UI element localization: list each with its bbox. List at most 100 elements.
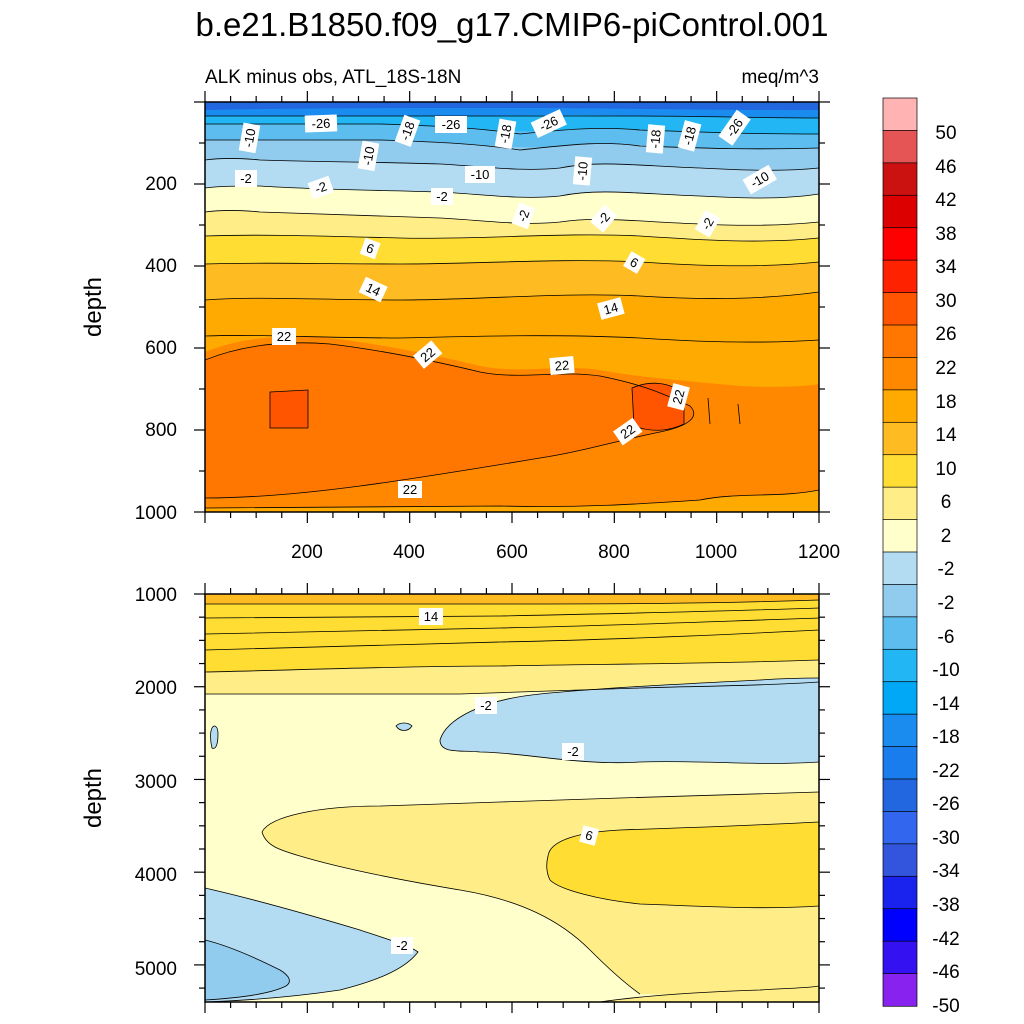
colorbar-label: 46 bbox=[935, 157, 956, 178]
svg-text:-18: -18 bbox=[496, 123, 514, 144]
colorbar-swatch bbox=[882, 746, 918, 780]
contour-label: -2 bbox=[590, 204, 618, 233]
colorbar-label: -10 bbox=[932, 660, 959, 681]
svg-text:-2: -2 bbox=[480, 698, 492, 713]
y-tick-label: 1000 bbox=[135, 585, 177, 606]
colorbar-swatch bbox=[882, 162, 918, 196]
colorbar-label: -42 bbox=[932, 929, 959, 950]
x-tick-label: 400 bbox=[393, 542, 425, 563]
colorbar-label: -22 bbox=[932, 761, 959, 782]
x-tick-label: 1200 bbox=[798, 542, 840, 563]
svg-text:14: 14 bbox=[602, 299, 620, 317]
colorbar-swatch bbox=[882, 292, 918, 326]
contour-label: 14 bbox=[358, 276, 388, 303]
svg-text:14: 14 bbox=[363, 280, 382, 300]
contour-label: 14 bbox=[419, 608, 443, 625]
svg-text:22: 22 bbox=[277, 329, 291, 344]
y-tick-label: 600 bbox=[145, 338, 177, 359]
svg-text:-10: -10 bbox=[240, 127, 258, 148]
colorbar-swatch bbox=[882, 259, 918, 294]
contour-label: -2 bbox=[694, 209, 721, 238]
colorbar-swatch bbox=[882, 357, 918, 391]
colorbar-swatch bbox=[882, 551, 918, 586]
colorbar-label: -34 bbox=[932, 861, 960, 882]
contour-label: -26 bbox=[718, 109, 751, 146]
x-tick-label: 800 bbox=[598, 542, 630, 563]
y-tick-label: 1000 bbox=[135, 503, 177, 524]
upper-y-axis-title: depth bbox=[80, 277, 107, 337]
colorbar-swatch bbox=[882, 194, 918, 229]
svg-text:-26: -26 bbox=[537, 113, 560, 135]
x-tick-label: 200 bbox=[291, 542, 323, 563]
chart-subtitle: ALK minus obs, ATL_18S-18N bbox=[205, 67, 461, 88]
contour-label: -18 bbox=[394, 114, 421, 147]
colorbar-swatch bbox=[882, 519, 918, 553]
colorbar-label: 2 bbox=[941, 526, 952, 547]
svg-text:-2: -2 bbox=[396, 938, 408, 953]
colorbar-swatch bbox=[882, 454, 918, 488]
colorbar-swatch bbox=[882, 97, 918, 132]
contour-label: -10 bbox=[572, 156, 593, 186]
contour-label: 22 bbox=[398, 481, 422, 498]
colorbar-swatch bbox=[882, 681, 918, 715]
lower-panel: 1000 2000 3000 4000 5000 depth 14 -2 -2 … bbox=[80, 583, 830, 1013]
colorbar-swatch bbox=[882, 908, 918, 942]
y-tick-label: 2000 bbox=[135, 678, 177, 699]
svg-text:-26: -26 bbox=[311, 116, 330, 132]
colorbar-label: -18 bbox=[932, 727, 959, 748]
contour-label: -26 bbox=[435, 116, 467, 133]
colorbar-swatch bbox=[882, 648, 918, 683]
y-tick-label: 400 bbox=[145, 256, 177, 277]
contour-label: -2 bbox=[307, 175, 335, 200]
colorbar-label: 34 bbox=[935, 257, 957, 278]
contour-label: 22 bbox=[272, 328, 296, 345]
svg-text:22: 22 bbox=[554, 357, 570, 373]
svg-text:-10: -10 bbox=[574, 161, 591, 181]
upper-y-tick-labels: 200 400 600 800 1000 bbox=[135, 174, 177, 524]
colorbar-swatch bbox=[882, 811, 918, 845]
colorbar-swatch bbox=[882, 486, 918, 521]
x-tick-label: 1000 bbox=[695, 542, 737, 563]
y-tick-label: 800 bbox=[145, 420, 177, 441]
svg-text:-2: -2 bbox=[567, 744, 579, 759]
contour-label: 22 bbox=[667, 383, 690, 411]
svg-text:-2: -2 bbox=[515, 208, 533, 224]
lower-y-axis-title: depth bbox=[80, 768, 107, 828]
svg-text:-18: -18 bbox=[397, 119, 418, 142]
contour-label: 22 bbox=[613, 417, 643, 446]
colorbar-swatch bbox=[882, 616, 918, 650]
contour-label: -10 bbox=[742, 164, 777, 195]
svg-text:6: 6 bbox=[364, 240, 376, 257]
contour-label: -2 bbox=[391, 937, 413, 954]
contour-label: 22 bbox=[549, 355, 575, 376]
y-tick-label: 4000 bbox=[135, 865, 177, 886]
svg-text:-18: -18 bbox=[647, 129, 664, 149]
contour-label: -10 bbox=[357, 140, 380, 172]
upper-x-tick-labels: 200 400 600 800 1000 1200 bbox=[291, 542, 840, 563]
colorbar-label: -30 bbox=[932, 828, 959, 849]
colorbar-label: 30 bbox=[935, 291, 956, 312]
contour-label: -18 bbox=[494, 118, 517, 150]
colorbar-swatch bbox=[882, 875, 918, 910]
contour-label: -26 bbox=[304, 114, 338, 133]
contour-label: -26 bbox=[530, 109, 567, 139]
svg-text:6: 6 bbox=[584, 827, 595, 843]
lower-contour-labels: 14 -2 -2 6 -2 bbox=[391, 608, 600, 954]
colorbar-label: 26 bbox=[935, 324, 956, 345]
svg-text:22: 22 bbox=[403, 482, 417, 497]
svg-text:14: 14 bbox=[424, 609, 438, 624]
colorbar-swatch bbox=[882, 389, 918, 423]
upper-contour-fill bbox=[205, 102, 819, 512]
colorbar-swatch bbox=[882, 227, 918, 261]
colorbar: 50 46 42 38 34 30 26 22 18 14 10 6 2 -2 … bbox=[882, 97, 960, 1017]
colorbar-label: -14 bbox=[932, 694, 960, 715]
colorbar-label: -26 bbox=[932, 794, 959, 815]
svg-text:-2: -2 bbox=[240, 171, 252, 186]
colorbar-swatch bbox=[882, 843, 918, 877]
svg-text:22: 22 bbox=[669, 388, 687, 406]
colorbar-label: -2 bbox=[938, 559, 955, 580]
colorbar-label: 42 bbox=[935, 190, 956, 211]
upper-panel: 200 400 600 800 1000 1200 200 400 600 80… bbox=[80, 91, 840, 563]
colorbar-swatch bbox=[882, 940, 918, 975]
